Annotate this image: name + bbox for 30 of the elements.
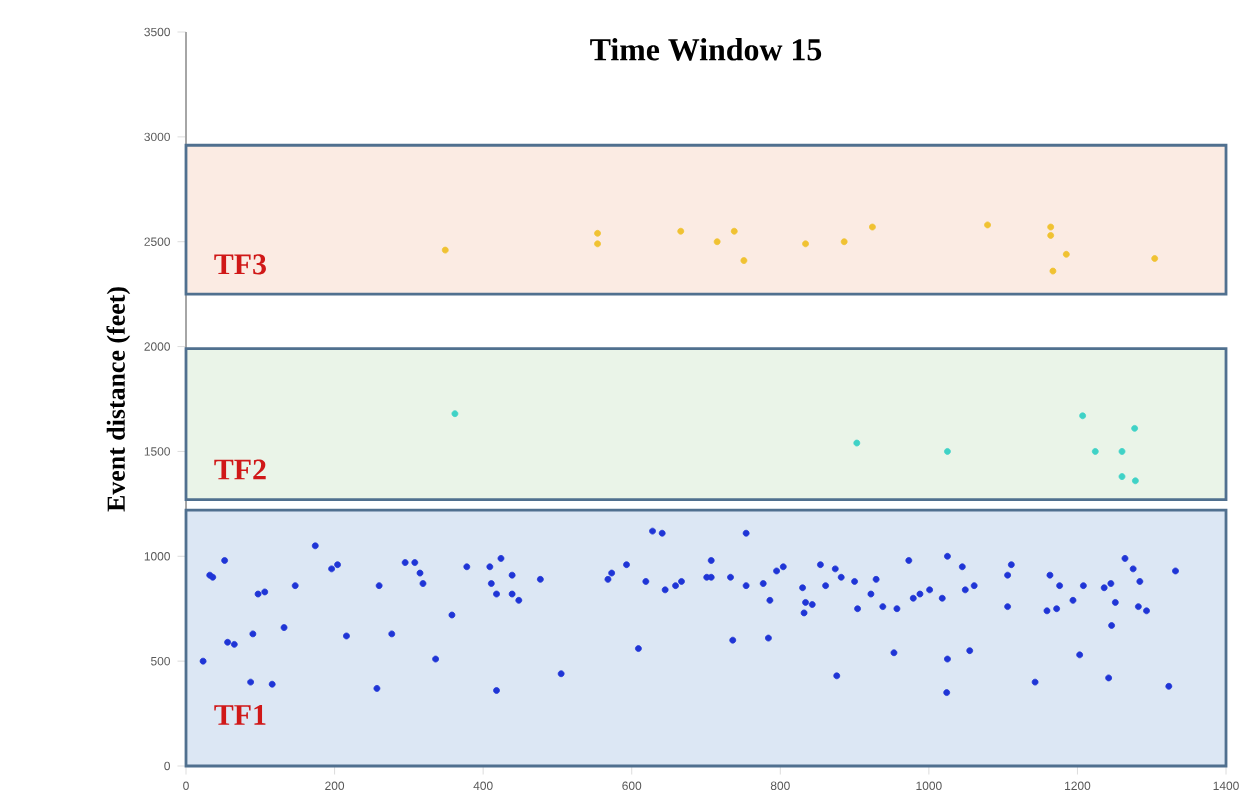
point — [1062, 250, 1070, 258]
band-label: TF1 — [214, 704, 266, 725]
point — [1132, 477, 1139, 485]
point — [1118, 448, 1126, 455]
point — [1091, 448, 1099, 455]
point — [451, 410, 459, 418]
point — [1118, 473, 1126, 480]
point — [984, 221, 991, 229]
point — [1047, 232, 1055, 239]
point — [594, 240, 601, 248]
point — [1151, 255, 1159, 262]
point — [944, 448, 951, 455]
band-label: TF3 — [214, 254, 266, 275]
point — [1049, 267, 1057, 275]
point — [740, 257, 748, 264]
point — [441, 246, 449, 254]
y-axis-title: Event distance (feet) — [106, 287, 131, 512]
band-label: TF2 — [214, 459, 266, 480]
point — [1047, 223, 1055, 231]
chart-title: Time Window 15 — [590, 38, 822, 61]
point — [869, 223, 876, 231]
point — [853, 439, 861, 447]
point — [840, 238, 848, 246]
point — [1079, 412, 1087, 420]
point — [677, 227, 685, 235]
point — [594, 229, 601, 237]
point — [730, 227, 738, 235]
point — [1131, 424, 1139, 432]
point — [802, 240, 809, 248]
point — [713, 238, 721, 246]
